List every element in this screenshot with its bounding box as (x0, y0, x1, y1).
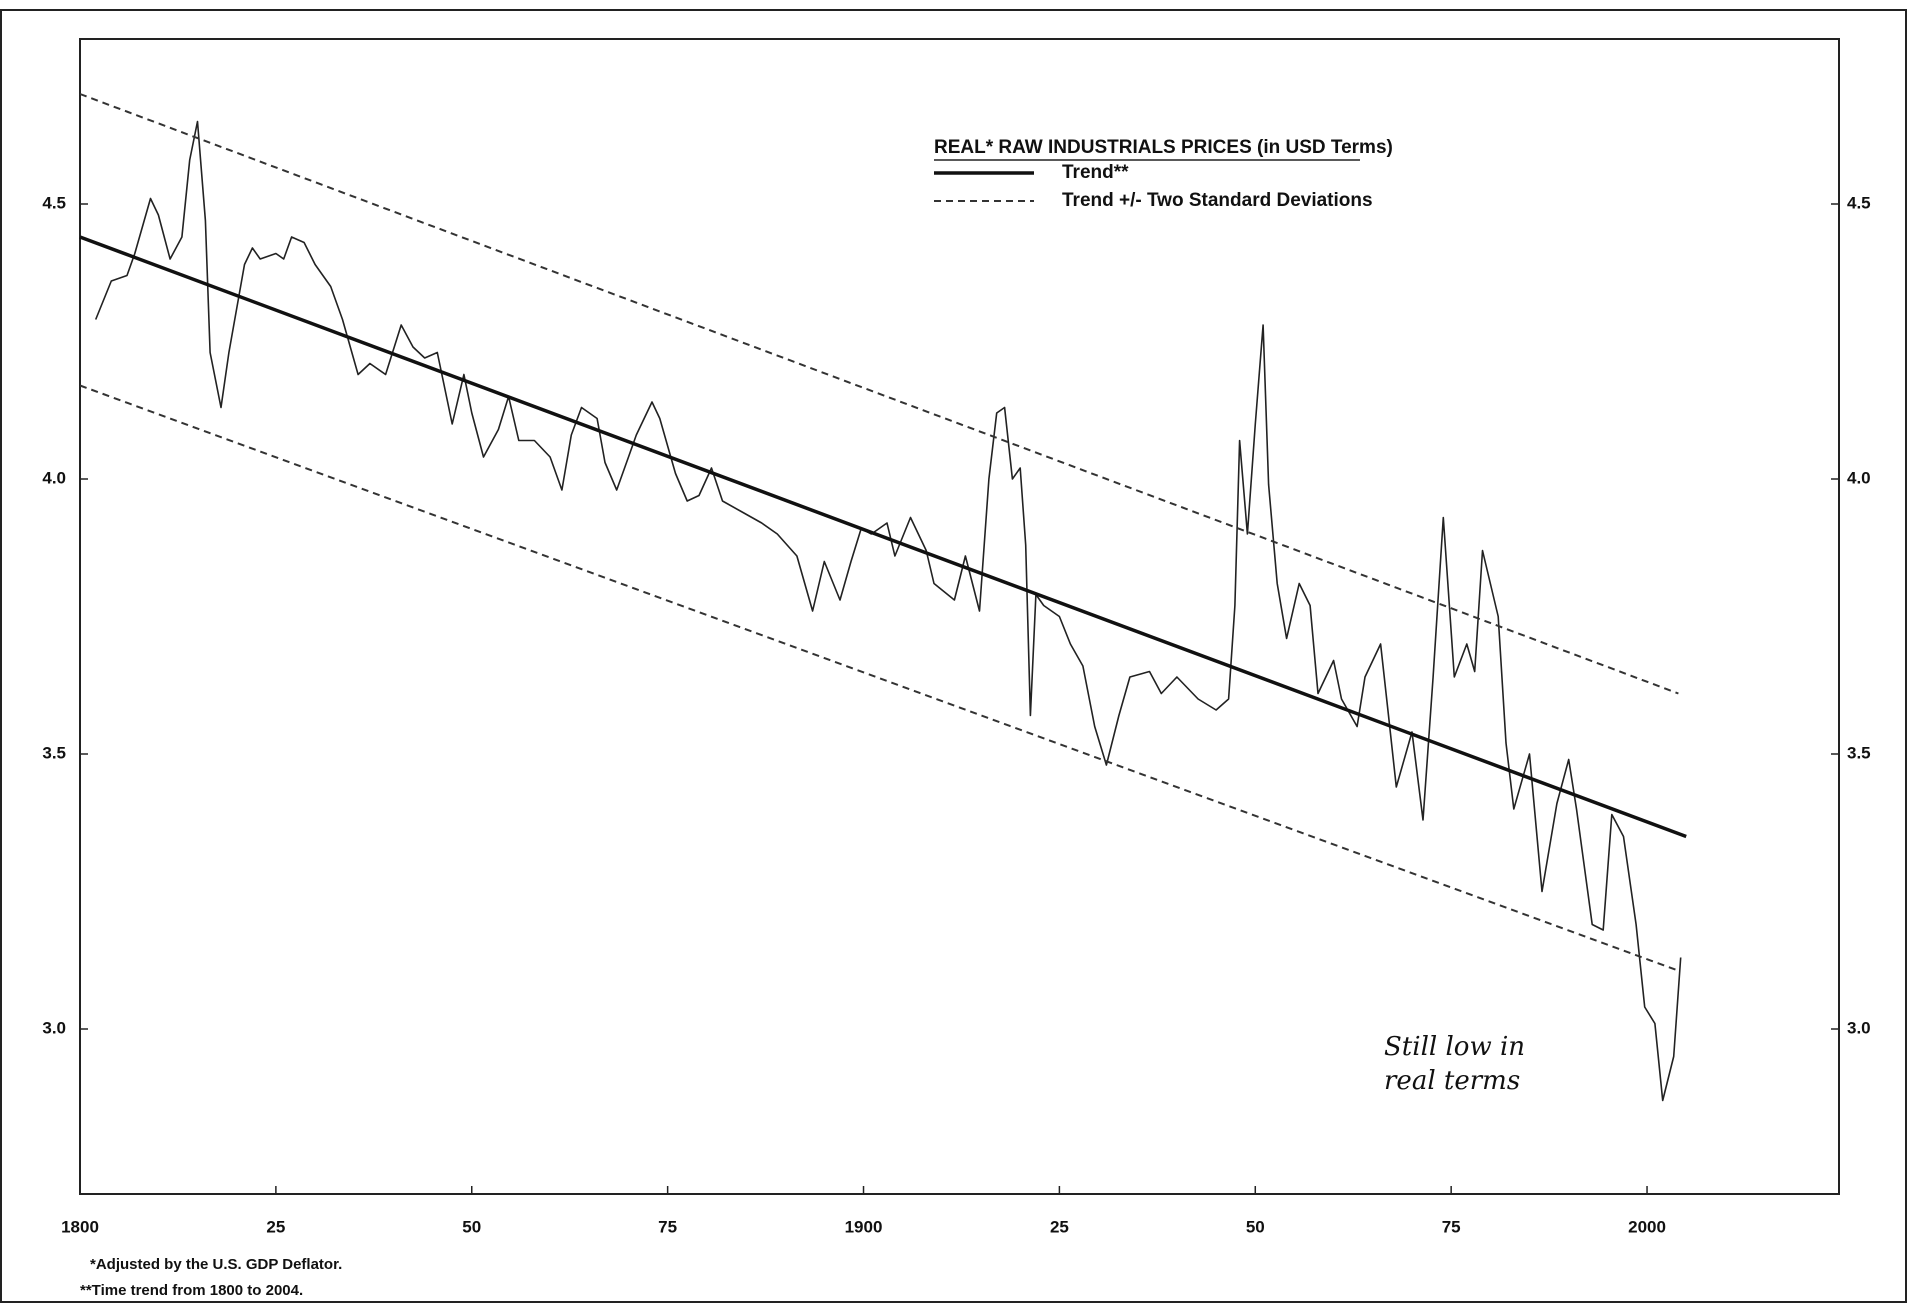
x-tick-label: 1900 (845, 1217, 883, 1236)
x-tick-label: 25 (266, 1217, 285, 1236)
legend-label: Trend** (1062, 162, 1129, 183)
x-tick-label: 75 (658, 1217, 677, 1236)
legend-title: REAL* RAW INDUSTRIALS PRICES (in USD Ter… (934, 137, 1393, 158)
data-line (79, 235, 1687, 839)
data-line (94, 120, 1682, 1102)
x-tick-label: 75 (1442, 1217, 1461, 1236)
x-tick-label: 2000 (1628, 1217, 1666, 1236)
x-tick-label: 50 (1246, 1217, 1265, 1236)
data-line (79, 384, 1679, 972)
annotation: Still low in (1384, 1032, 1525, 1062)
y-tick-label: 3.5 (42, 743, 66, 762)
annotation: real terms (1384, 1066, 1520, 1096)
legend-label: Trend +/- Two Standard Deviations (1062, 190, 1373, 211)
footnote: *Adjusted by the U.S. GDP Deflator. (90, 1256, 342, 1273)
y-tick-label: 4.0 (42, 468, 66, 487)
frame (0, 9, 1907, 1303)
x-tick-label: 25 (1050, 1217, 1069, 1236)
y-tick-label: 3.0 (42, 1018, 66, 1037)
footnote: **Time trend from 1800 to 2004. (80, 1282, 303, 1299)
y2-tick-label: 3.5 (1847, 743, 1871, 762)
x-tick-label: 1800 (61, 1217, 99, 1236)
y2-tick-label: 4.0 (1847, 468, 1871, 487)
x-tick-label: 50 (462, 1217, 481, 1236)
plot-area (79, 38, 1840, 1195)
y2-tick-label: 4.5 (1847, 193, 1871, 212)
y2-tick-label: 3.0 (1847, 1018, 1871, 1037)
data-line (79, 93, 1679, 695)
y-tick-label: 4.5 (42, 193, 66, 212)
